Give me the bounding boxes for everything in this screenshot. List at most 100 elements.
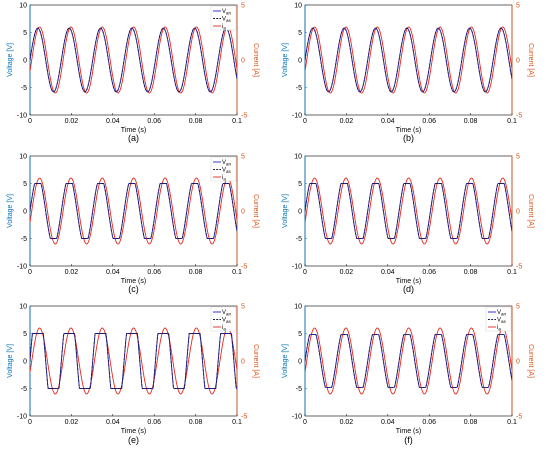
series-line-2 (30, 26, 237, 94)
x-tick-label: 0.04 (106, 419, 120, 426)
y-axis-label: Voltage [V] (7, 43, 14, 77)
legend-label: Vas (497, 318, 507, 325)
legend-label-subscript: a (223, 26, 226, 31)
legend-label: Vas (222, 17, 232, 24)
panel-caption: (a) (128, 133, 139, 143)
y-right-tick-label: 0 (241, 359, 245, 366)
chart-panel: 0 0.02 0.04 0.06 0.08 0.1 -10 -5 0 5 10 -5 0 5 Time (s… (7, 3, 259, 144)
x-tick-label: 0.02 (340, 118, 354, 125)
y-tick-label: 0 (23, 359, 27, 366)
series-line-1 (30, 27, 237, 93)
x-axis-label: Time (s) (121, 127, 146, 134)
x-tick-label: 0.1 (232, 269, 242, 276)
series-line-2 (305, 327, 512, 395)
x-tick-label: 0.08 (464, 118, 478, 125)
y-axis-label: Voltage [V] (282, 43, 289, 77)
panel-caption: (d) (403, 284, 414, 294)
y-tick-label: 5 (298, 30, 302, 37)
series-line-1 (305, 183, 512, 239)
legend-label-subscript: a (223, 327, 226, 332)
series-line-2 (305, 26, 512, 94)
panel-caption: (b) (403, 133, 414, 143)
legend-label-subscript: as (226, 169, 232, 174)
y-tick-label: -5 (21, 85, 27, 92)
y-right-tick-label: -5 (516, 113, 522, 120)
y-right-axis-label: Current [A] (252, 43, 259, 77)
y-tick-label: 10 (19, 3, 27, 10)
y-right-tick-label: 5 (516, 154, 520, 161)
y-right-tick-label: 0 (241, 58, 245, 65)
x-axis-label: Time (s) (396, 127, 421, 134)
y-right-tick-label: -5 (516, 414, 522, 421)
series-line-1 (305, 334, 512, 388)
y-tick-label: 10 (294, 3, 302, 10)
x-tick-label: 0.04 (381, 419, 395, 426)
y-axis-label: Voltage [V] (7, 344, 14, 378)
x-tick-label: 0.08 (464, 269, 478, 276)
y-tick-label: 10 (19, 304, 27, 311)
x-tick-label: 0.06 (422, 118, 436, 125)
y-tick-label: 5 (23, 30, 27, 37)
legend-label-subscript: as (226, 319, 232, 324)
legend-label: ia (222, 24, 226, 31)
legend-label: Van (222, 9, 232, 16)
y-tick-label: -5 (296, 386, 302, 393)
y-tick-label: -10 (292, 113, 302, 120)
x-tick-label: 0.1 (507, 118, 517, 125)
chart-panel: 0 0.02 0.04 0.06 0.08 0.1 -10 -5 0 5 10 -5 0 5 Time (s… (282, 154, 534, 295)
x-tick-label: 0 (303, 118, 307, 125)
y-axis-label: Voltage [V] (7, 194, 14, 228)
legend-label-subscript: a (223, 177, 226, 182)
chart-panel: 0 0.02 0.04 0.06 0.08 0.1 -10 -5 0 5 10 -5 0 5 Time (s… (7, 304, 259, 446)
y-right-tick-label: -5 (241, 414, 247, 421)
y-tick-label: 10 (19, 154, 27, 161)
y-right-tick-label: -5 (241, 264, 247, 271)
y-axis-label: Voltage [V] (282, 194, 289, 228)
y-right-tick-label: 0 (516, 359, 520, 366)
legend-label-subscript: as (226, 18, 232, 23)
x-tick-label: 0.08 (189, 118, 203, 125)
x-axis-label: Time (s) (121, 428, 146, 435)
x-tick-label: 0 (28, 118, 32, 125)
y-tick-label: 10 (294, 154, 302, 161)
y-tick-label: 0 (23, 58, 27, 65)
chart-panel: 0 0.02 0.04 0.06 0.08 0.1 -10 -5 0 5 10 -5 0 5 Time (s… (282, 304, 534, 446)
x-tick-label: 0.04 (106, 269, 120, 276)
series-line-2 (30, 177, 237, 245)
x-tick-label: 0 (303, 419, 307, 426)
y-tick-label: -10 (17, 113, 27, 120)
x-tick-label: 0.1 (507, 419, 517, 426)
y-right-tick-label: -5 (516, 264, 522, 271)
y-tick-label: -5 (296, 85, 302, 92)
legend-label-subscript: as (501, 319, 507, 324)
series-line-1 (30, 333, 237, 389)
x-tick-label: 0.1 (232, 118, 242, 125)
x-tick-label: 0.04 (106, 118, 120, 125)
legend-label: ia (497, 325, 501, 332)
y-tick-label: -5 (21, 386, 27, 393)
x-tick-label: 0.02 (65, 118, 79, 125)
x-tick-label: 0.02 (65, 419, 79, 426)
y-tick-label: 0 (298, 359, 302, 366)
x-tick-label: 0.06 (422, 419, 436, 426)
x-tick-label: 0 (303, 269, 307, 276)
legend-label: Vas (222, 168, 232, 175)
y-tick-label: 5 (23, 331, 27, 338)
x-axis-label: Time (s) (121, 278, 146, 285)
y-right-tick-label: 5 (516, 3, 520, 10)
y-tick-label: 0 (23, 209, 27, 216)
legend-label: Vas (222, 318, 232, 325)
y-right-tick-label: 5 (241, 304, 245, 311)
x-tick-label: 0.06 (147, 269, 161, 276)
legend-label: ia (222, 325, 226, 332)
y-tick-label: -5 (21, 236, 27, 243)
x-tick-label: 0.08 (189, 419, 203, 426)
chart-panel: 0 0.02 0.04 0.06 0.08 0.1 -10 -5 0 5 10 -5 0 5 Time (s… (7, 154, 259, 295)
series-line-1 (30, 183, 237, 239)
x-tick-label: 0.04 (381, 269, 395, 276)
y-tick-label: -10 (292, 264, 302, 271)
panel-caption: (e) (128, 435, 139, 445)
x-tick-label: 0.08 (464, 419, 478, 426)
y-right-tick-label: 5 (241, 154, 245, 161)
